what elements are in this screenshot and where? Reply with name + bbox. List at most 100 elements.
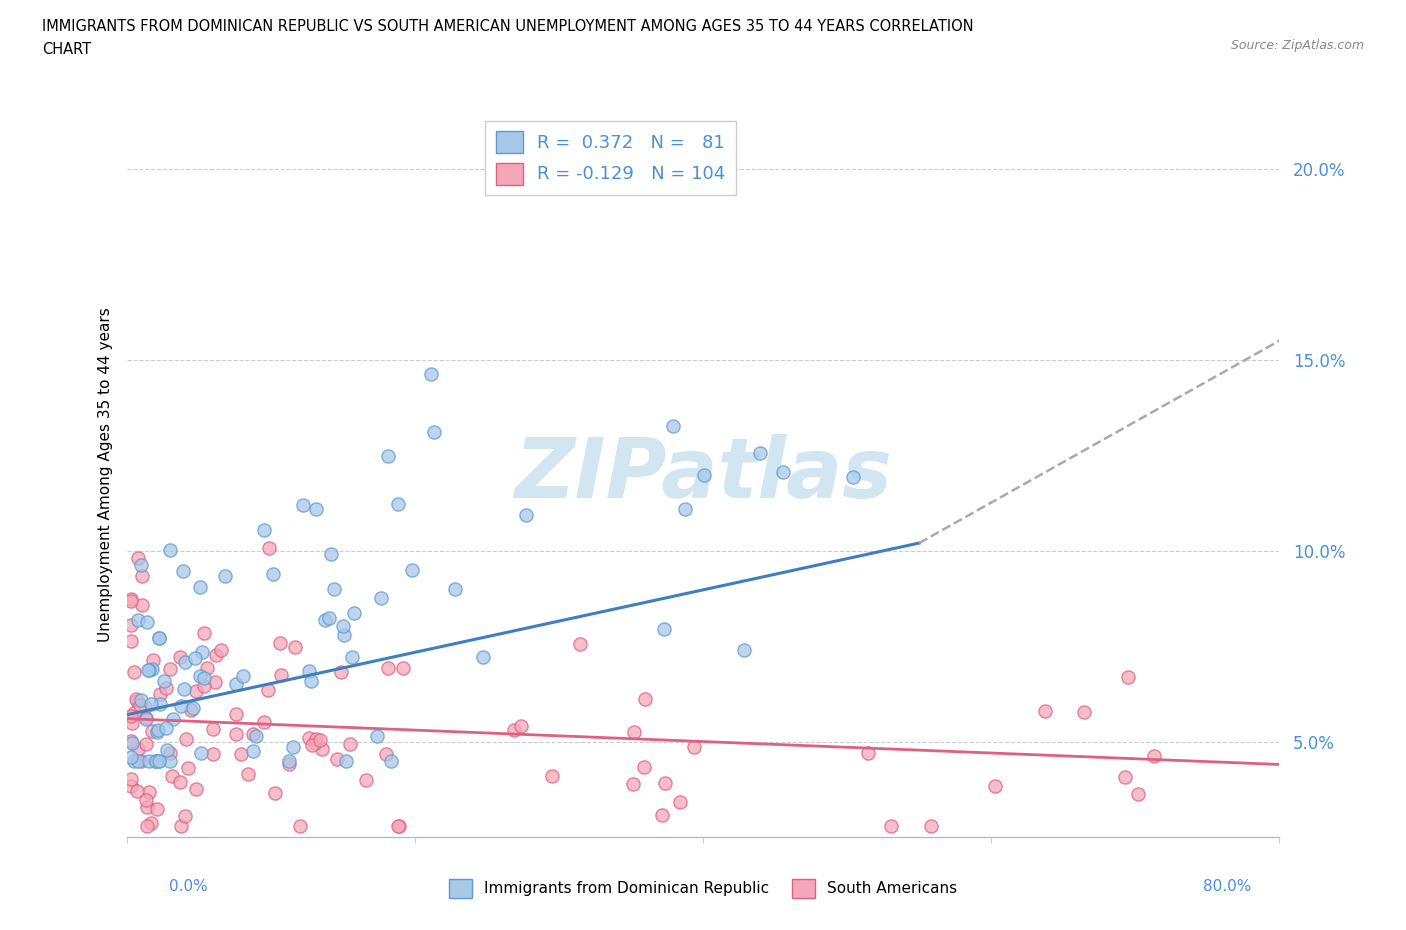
Text: ZIPatlas: ZIPatlas (515, 433, 891, 515)
Point (129, 753, 152, 768)
Point (173, 654, 195, 669)
Point (401, 563, 423, 578)
Point (120, 709, 142, 724)
Point (190, 746, 212, 761)
Point (131, 597, 153, 612)
Point (148, 722, 170, 737)
Point (423, 425, 446, 440)
Point (135, 792, 157, 807)
Point (380, 753, 402, 768)
Point (135, 737, 157, 751)
Point (253, 523, 276, 538)
Point (156, 743, 179, 758)
Point (262, 566, 284, 581)
Point (443, 581, 465, 596)
Point (654, 776, 676, 790)
Point (269, 635, 291, 650)
Point (515, 507, 537, 522)
Point (122, 706, 145, 721)
Point (143, 753, 166, 768)
Point (122, 664, 145, 679)
Point (170, 699, 193, 714)
Point (135, 615, 157, 630)
Point (693, 468, 716, 483)
Point (191, 645, 214, 660)
Point (375, 747, 398, 762)
Point (159, 662, 181, 677)
Point (304, 736, 326, 751)
Point (138, 662, 160, 677)
Point (568, 637, 591, 652)
Point (377, 661, 399, 676)
Text: Source: ZipAtlas.com: Source: ZipAtlas.com (1230, 39, 1364, 52)
Point (193, 679, 215, 694)
Point (340, 649, 363, 664)
Point (651, 808, 673, 823)
Point (148, 753, 170, 768)
Point (120, 750, 142, 764)
Point (277, 753, 299, 768)
Point (120, 594, 142, 609)
Point (623, 724, 645, 739)
Point (842, 469, 865, 484)
Point (131, 693, 153, 708)
Point (120, 618, 142, 632)
Text: 80.0%: 80.0% (1204, 879, 1251, 894)
Point (318, 610, 340, 625)
Point (148, 753, 170, 768)
Point (298, 664, 321, 679)
Point (141, 661, 163, 676)
Text: IMMIGRANTS FROM DOMINICAN REPUBLIC VS SOUTH AMERICAN UNEMPLOYMENT AMONG AGES 35 : IMMIGRANTS FROM DOMINICAN REPUBLIC VS SO… (42, 19, 974, 33)
Point (135, 800, 157, 815)
Point (142, 652, 165, 667)
Point (263, 786, 285, 801)
Point (339, 736, 361, 751)
Point (1142, 748, 1164, 763)
Point (1116, 670, 1139, 684)
Point (232, 669, 254, 684)
Point (155, 681, 177, 696)
Point (159, 543, 181, 558)
Point (253, 714, 276, 729)
Point (121, 716, 143, 731)
Point (984, 778, 1007, 793)
Point (1114, 769, 1136, 784)
Point (127, 741, 149, 756)
Point (127, 613, 149, 628)
Point (305, 731, 328, 746)
Point (335, 753, 357, 768)
Point (231, 747, 253, 762)
Point (202, 746, 225, 761)
Point (135, 711, 157, 726)
Point (162, 711, 184, 726)
Point (209, 643, 232, 658)
Point (377, 448, 399, 463)
Point (333, 628, 356, 643)
Point (139, 816, 162, 830)
Point (181, 701, 204, 716)
Point (122, 753, 145, 768)
Point (145, 753, 167, 768)
Point (621, 777, 644, 791)
Point (308, 733, 330, 748)
Point (177, 761, 200, 776)
Point (127, 551, 149, 565)
Point (305, 501, 328, 516)
Point (387, 818, 409, 833)
Legend: R =  0.372   N =   81, R = -0.129   N = 104: R = 0.372 N = 81, R = -0.129 N = 104 (485, 121, 737, 195)
Point (160, 769, 183, 784)
Point (270, 668, 292, 683)
Point (174, 809, 197, 824)
Point (673, 501, 696, 516)
Point (277, 757, 299, 772)
Point (139, 697, 162, 711)
Point (257, 683, 280, 698)
Point (472, 649, 495, 664)
Point (180, 703, 202, 718)
Point (169, 775, 191, 790)
Point (204, 647, 226, 662)
Point (120, 734, 142, 749)
Point (120, 778, 142, 793)
Point (148, 686, 170, 701)
Text: 0.0%: 0.0% (169, 879, 208, 894)
